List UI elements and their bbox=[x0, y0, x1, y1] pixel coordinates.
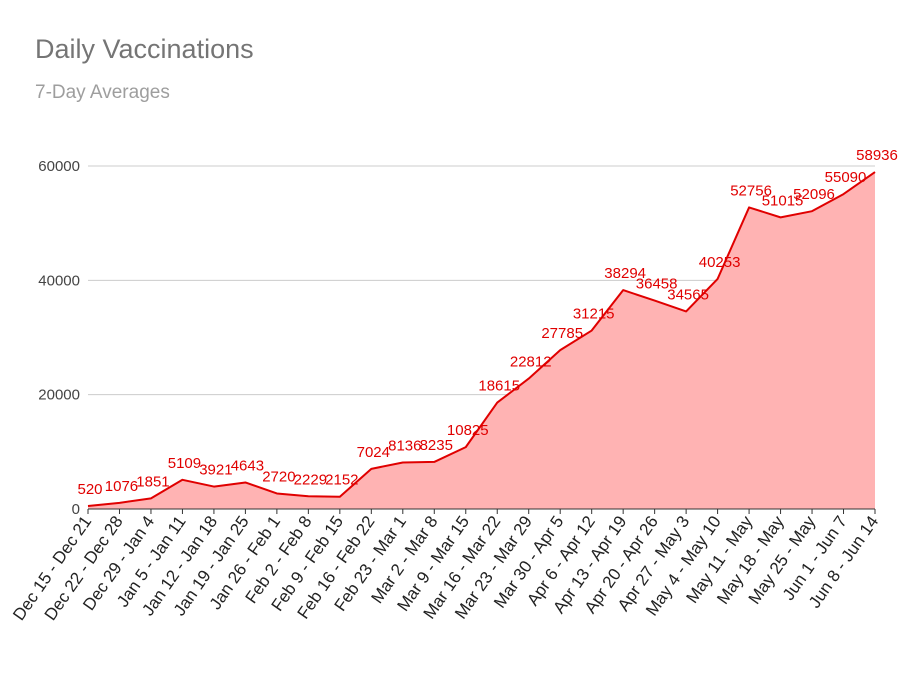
series-area bbox=[88, 172, 875, 509]
data-label: 7024 bbox=[357, 444, 390, 461]
data-label: 520 bbox=[77, 481, 102, 498]
data-label: 10825 bbox=[447, 422, 489, 439]
data-label: 31215 bbox=[573, 306, 615, 323]
y-tick-label: 60000 bbox=[38, 158, 80, 175]
data-label: 1076 bbox=[105, 478, 138, 495]
chart-title: Daily Vaccinations bbox=[35, 34, 254, 64]
y-tick-label: 40000 bbox=[38, 272, 80, 289]
data-label: 2152 bbox=[325, 472, 358, 489]
y-tick-label: 0 bbox=[72, 501, 80, 518]
y-tick-label: 20000 bbox=[38, 387, 80, 404]
data-label: 3921 bbox=[199, 462, 232, 479]
series-line bbox=[87, 171, 876, 508]
area-layer bbox=[87, 171, 876, 510]
data-label: 5109 bbox=[168, 455, 201, 472]
data-label-layer: 520 1076185151093921464327202229215270248… bbox=[77, 147, 898, 507]
data-label: 34565 bbox=[667, 286, 709, 303]
data-label: 8136 bbox=[388, 437, 421, 454]
chart-subtitle: 7-Day Averages bbox=[35, 82, 170, 103]
data-label: 38294 bbox=[604, 265, 646, 282]
data-label: 40253 bbox=[699, 254, 741, 271]
data-label: 2229 bbox=[294, 471, 327, 488]
data-label: 52756 bbox=[730, 182, 772, 199]
data-label: 4643 bbox=[231, 457, 264, 474]
data-label: 22812 bbox=[510, 354, 552, 371]
data-label: 27785 bbox=[541, 325, 583, 342]
data-label: 58936 bbox=[856, 147, 898, 164]
data-label: 51015 bbox=[762, 192, 804, 209]
data-label: 8235 bbox=[420, 437, 453, 454]
data-label: 18615 bbox=[478, 378, 520, 395]
data-label: 1851 bbox=[136, 473, 169, 490]
data-label: 55090 bbox=[825, 169, 867, 186]
data-label: 52096 bbox=[793, 186, 835, 203]
data-label: 2720 bbox=[262, 468, 295, 485]
data-label: 36458 bbox=[636, 276, 678, 293]
